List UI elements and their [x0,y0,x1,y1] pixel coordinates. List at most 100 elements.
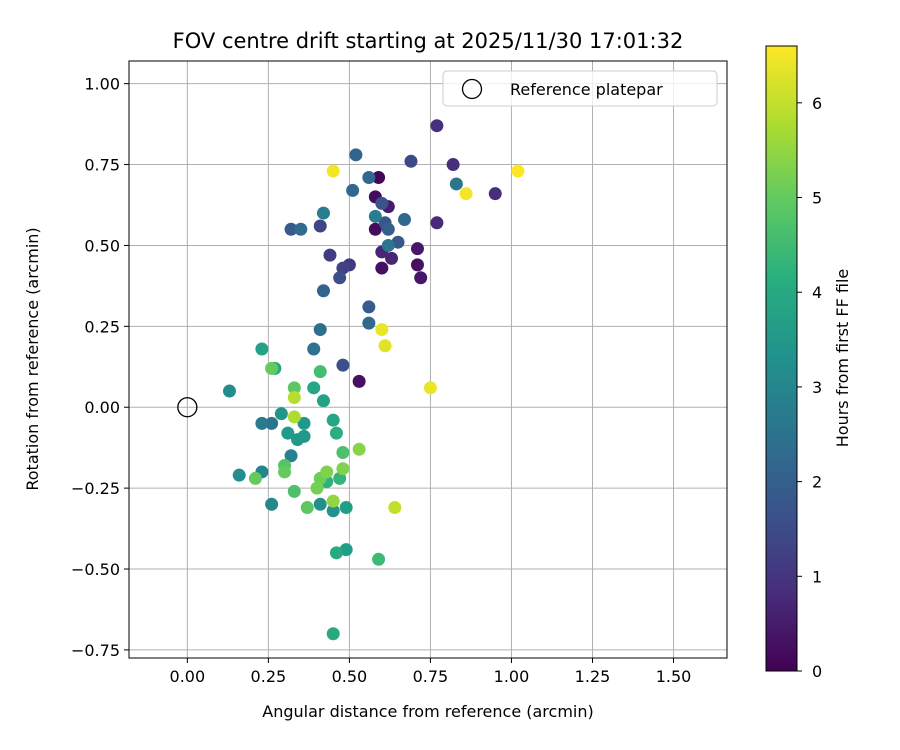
y-tick-label: 0.75 [84,156,120,175]
scatter-point [316,284,330,298]
scatter-point [362,316,376,330]
legend: Reference platepar [442,70,718,107]
scatter-point [333,271,347,285]
scatter-point [316,394,330,408]
scatter-point [294,222,308,236]
scatter-point [284,222,298,236]
y-tick-label: −0.75 [71,641,120,660]
scatter-point [336,462,350,476]
scatter-point [329,546,343,560]
scatter-point [352,442,366,456]
scatter-point [375,261,389,275]
x-tick-label: 1.00 [494,667,530,686]
scatter-point [232,468,246,482]
scatter-point [287,410,301,424]
scatter-point [287,381,301,395]
y-tick-label: −0.25 [71,479,120,498]
scatter-point [385,251,399,265]
scatter-points [222,119,525,641]
y-tick-label: 1.00 [84,75,120,94]
colorbar-tick-label: 4 [812,283,822,302]
legend-marker-icon [461,78,483,100]
x-tick-label: 1.50 [656,667,692,686]
scatter-point [287,484,301,498]
colorbar-ticks: 0 1 2 3 4 5 6 [797,94,822,681]
scatter-point [300,501,314,515]
scatter-point [339,501,353,515]
scatter-point [414,271,428,285]
scatter-point [336,358,350,372]
scatter-point [326,413,340,427]
x-tick-label: 0.00 [170,667,206,686]
x-axis-label: Angular distance from reference (arcmin) [262,702,593,721]
scatter-point [310,481,324,495]
scatter-point [329,426,343,440]
scatter-point [375,323,389,337]
scatter-point [381,238,395,252]
scatter-point [446,158,460,172]
colorbar-tick-label: 6 [812,94,822,113]
y-tick-label: 0.25 [84,317,120,336]
x-tick-label: 1.25 [575,667,611,686]
scatter-point [323,248,337,262]
scatter-point [449,177,463,191]
scatter-point [255,416,269,430]
plot-frame [128,60,728,659]
scatter-point [346,183,360,197]
y-axis-ticks: −0.75 −0.50 −0.25 0.00 0.25 0.50 0.75 1.00 [71,75,129,660]
scatter-point [378,339,392,353]
scatter-point [297,416,311,430]
colorbar-gradient [766,46,797,671]
y-tick-label: −0.50 [71,560,120,579]
scatter-point [265,361,279,375]
colorbar-tick-label: 1 [812,567,822,586]
scatter-point [404,154,418,168]
scatter-point [222,384,236,398]
scatter-point [281,426,295,440]
scatter-point [372,552,386,566]
scatter-point [362,300,376,314]
colorbar-tick-label: 3 [812,378,822,397]
scatter-point [423,381,437,395]
scatter-point [430,119,444,133]
scatter-point [368,222,382,236]
scatter-point [372,170,386,184]
reference-marker-group [177,397,198,418]
scatter-point [410,242,424,256]
colorbar-tick-label: 0 [812,662,822,681]
scatter-point [410,258,424,272]
chart-title: FOV centre drift starting at 2025/11/30 … [173,29,684,53]
x-tick-label: 0.25 [251,667,287,686]
scatter-point [326,627,340,641]
colorbar-tick-label: 5 [812,189,822,208]
scatter-point [307,381,321,395]
x-tick-label: 0.50 [332,667,368,686]
scatter-point [313,323,327,337]
y-tick-label: 0.50 [84,236,120,255]
scatter-point [326,164,340,178]
scatter-point [488,187,502,201]
scatter-point [278,465,292,479]
legend-label: Reference platepar [510,80,663,99]
scatter-point [459,187,473,201]
colorbar-tick-label: 2 [812,473,822,492]
scatter-point [287,391,301,405]
scatter-point [284,449,298,463]
scatter-point [274,407,288,421]
scatter-point [362,170,376,184]
scatter-point [398,213,412,227]
scatter-point [313,365,327,379]
scatter-point [388,501,402,515]
grid [129,61,727,658]
scatter-point [352,374,366,388]
scatter-point [320,465,334,479]
scatter-point [326,504,340,518]
y-axis-label: Rotation from reference (arcmin) [23,227,42,490]
scatter-point [248,471,262,485]
scatter-point [265,497,279,511]
legend-box [442,70,718,107]
scatter-point [326,494,340,508]
x-axis-ticks: 0.00 0.25 0.50 0.75 1.00 1.25 1.50 [170,658,692,686]
scatter-point [316,206,330,220]
scatter-point [511,164,525,178]
